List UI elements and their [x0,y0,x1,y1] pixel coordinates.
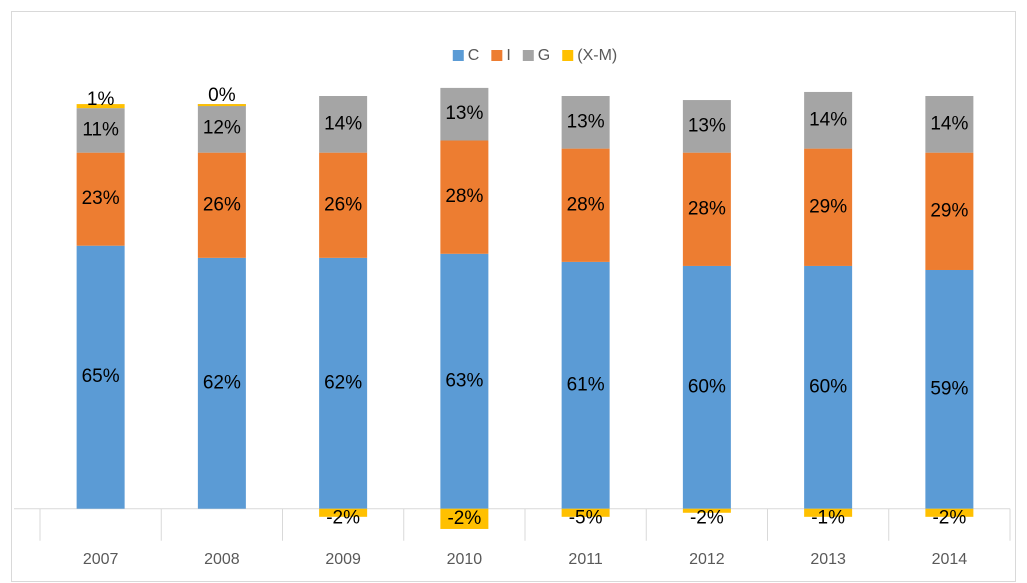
x-tick-label: 2012 [689,551,725,568]
data-label: 26% [324,194,362,215]
data-label: 60% [809,376,847,397]
data-label: 28% [445,186,483,207]
bar-segment [682,152,731,266]
bar-segment [76,108,125,153]
legend-label: G [538,47,550,64]
data-label: -2% [447,508,481,529]
data-label: 14% [324,113,362,134]
bar-segment [197,152,246,258]
bar-segment [319,508,368,517]
data-label: 13% [567,111,605,132]
data-label: 14% [809,109,847,130]
bar-segment [197,257,246,509]
x-tick-label: 2008 [204,551,240,568]
data-label: -2% [326,508,360,529]
bar-segment [561,261,610,509]
bar-segment [197,104,246,153]
data-label: -2% [690,508,724,529]
bar-segment [561,508,610,517]
bar-segment [197,104,246,107]
bar-segment [682,265,731,509]
bar-segment [76,152,125,246]
data-label: 12% [203,117,241,138]
x-tick-label: 2014 [932,551,968,568]
bar-segment [925,96,974,153]
legend-label: C [468,47,480,64]
data-label: 65% [82,366,120,387]
data-label: 13% [445,103,483,124]
bar-segment [440,140,489,254]
legend-label: I [506,47,510,64]
bar-segment [76,245,125,509]
x-tick-label: 2010 [447,551,483,568]
bar-segment [682,508,731,513]
bar-segment [925,508,974,517]
data-label: 29% [930,200,968,221]
bar-segment [804,265,853,509]
data-label: 23% [82,188,120,209]
x-tick-label: 2009 [325,551,361,568]
data-label: 1% [87,89,115,110]
data-label: 11% [82,119,119,140]
bar-segment [804,508,853,517]
legend-swatch [452,50,464,61]
data-label: -2% [932,508,966,529]
data-label: 0% [208,85,236,106]
bar-segment [440,508,489,529]
legend-swatch [491,50,503,61]
data-label: 63% [445,370,483,391]
bar-segment [561,148,610,262]
data-label: 61% [567,374,605,395]
chart-border [11,11,1016,582]
data-label: 28% [688,198,726,219]
data-label: 62% [324,372,362,393]
bar-segment [561,96,610,149]
data-label: -1% [811,508,845,529]
x-tick-label: 2013 [810,551,846,568]
bar-segment [925,152,974,270]
bar-segment [925,269,974,509]
legend-swatch [562,50,574,61]
legend-swatch [522,50,534,61]
bar-segment [319,257,368,509]
bar-segment [682,100,731,153]
bar-segment [804,148,853,266]
data-label: 29% [809,196,847,217]
x-tick-label: 2011 [568,551,603,568]
bar-segment [804,91,853,149]
data-label: 26% [203,194,241,215]
data-label: 59% [930,378,968,399]
bar-segment [319,96,368,153]
bar-segment [319,152,368,258]
bar-segment [440,87,489,141]
data-label: -5% [569,508,603,529]
bar-segment [440,253,489,509]
legend-label: (X-M) [577,47,617,64]
data-label: 13% [688,115,726,136]
data-label: 28% [567,194,605,215]
x-tick-label: 2007 [83,551,119,568]
bar-segment [76,104,125,109]
data-label: 14% [930,113,968,134]
data-label: 62% [203,372,241,393]
data-label: 60% [688,376,726,397]
legend: C I G (X-M) [452,47,617,64]
